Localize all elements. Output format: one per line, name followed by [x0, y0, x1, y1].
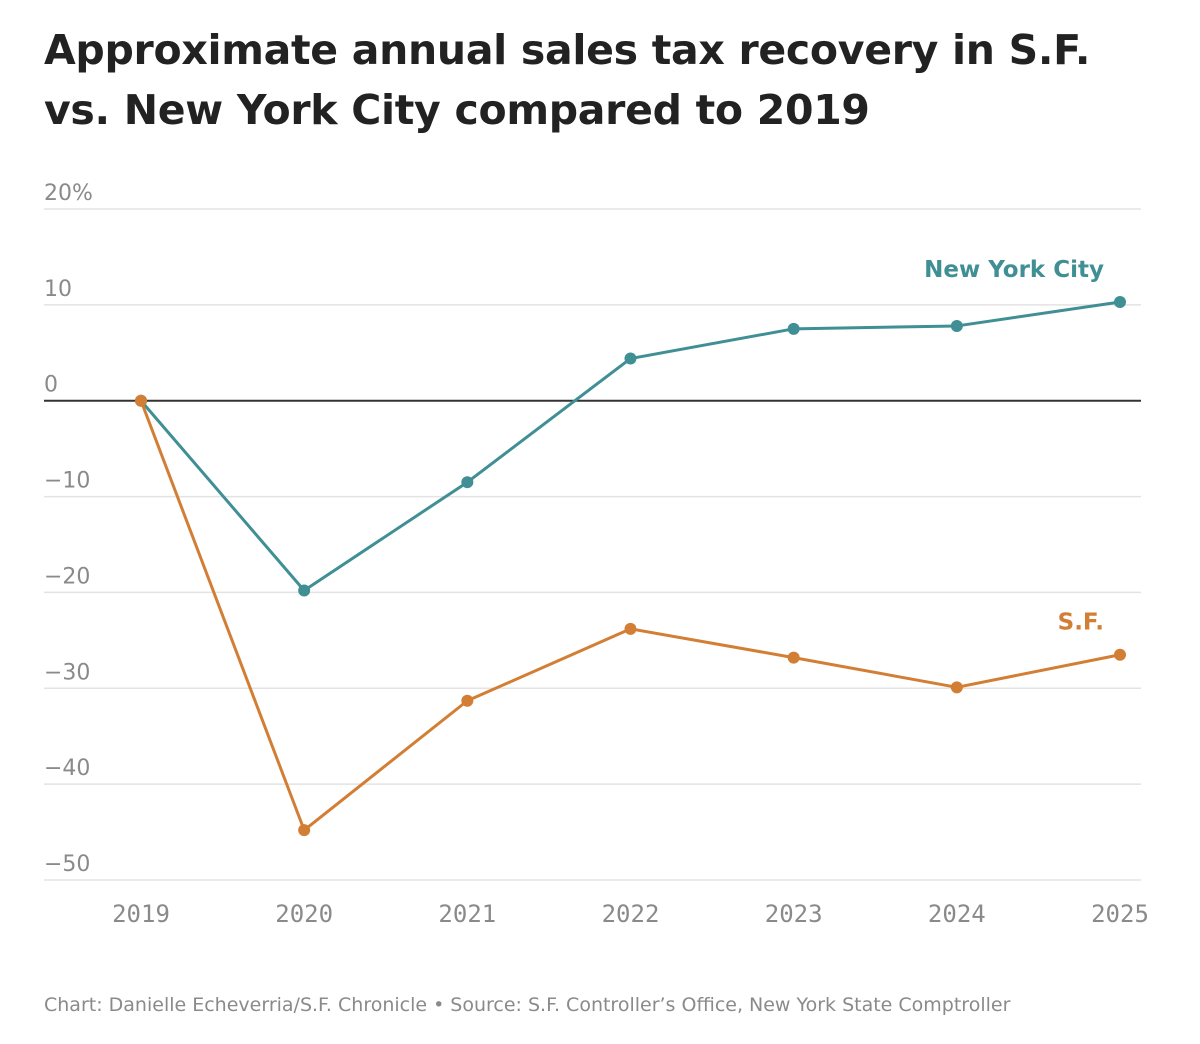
chart-credit: Chart: Danielle Echeverria/S.F. Chronicl…: [44, 994, 1010, 1016]
x-axis-ticks: 2019 2020 2021 2022 2023 2024 2025: [112, 900, 1149, 928]
series-line-new-york-city: [139, 300, 1122, 593]
y-tick-label: 0: [44, 373, 58, 398]
data-point-s-f: [461, 694, 474, 707]
data-point-new-york-city: [787, 322, 800, 335]
data-point-s-f: [1114, 648, 1126, 661]
y-axis-ticks: 20% 10 0 −10 −20 −30 −40 −50: [44, 181, 93, 877]
data-point-s-f: [298, 824, 311, 837]
series-layer: New York City S.F.: [135, 257, 1126, 837]
x-tick-label: 2024: [928, 900, 986, 928]
series-new-york-city: New York City: [135, 257, 1126, 597]
chart-title: Approximate annual sales tax recovery in…: [44, 26, 1091, 134]
x-tick-label: 2023: [765, 900, 823, 928]
y-tick-label: −40: [44, 756, 90, 781]
data-point-new-york-city: [624, 352, 637, 365]
y-tick-label: 20%: [44, 181, 93, 206]
y-tick-label: −10: [44, 469, 90, 494]
data-point-new-york-city: [950, 319, 963, 332]
credit-source: Source: S.F. Controller’s Office, New Yo…: [450, 994, 1011, 1016]
data-point-new-york-city: [298, 584, 311, 597]
x-tick-label: 2025: [1091, 900, 1149, 928]
grid-lines: [44, 208, 1141, 881]
series-label-s-f: S.F.: [1058, 610, 1104, 636]
x-tick-label: 2021: [438, 900, 496, 928]
data-point-s-f: [135, 394, 147, 407]
data-point-s-f: [950, 681, 963, 694]
data-point-s-f: [787, 651, 800, 664]
y-tick-label: 10: [44, 277, 72, 302]
series-s-f: S.F.: [135, 394, 1126, 837]
series-label-new-york-city: New York City: [924, 257, 1104, 283]
y-tick-label: −20: [44, 564, 90, 589]
series-line-s-f: [139, 399, 1122, 832]
data-point-new-york-city: [1114, 295, 1126, 308]
credit-author: Chart: Danielle Echeverria/S.F. Chronicl…: [44, 994, 428, 1016]
credit-separator: •: [433, 994, 445, 1016]
x-tick-label: 2020: [275, 900, 333, 928]
data-point-s-f: [624, 622, 637, 635]
data-point-new-york-city: [461, 476, 474, 489]
x-tick-label: 2022: [602, 900, 660, 928]
y-tick-label: −30: [44, 660, 90, 685]
y-tick-label: −50: [44, 852, 90, 877]
x-tick-label: 2019: [112, 900, 170, 928]
